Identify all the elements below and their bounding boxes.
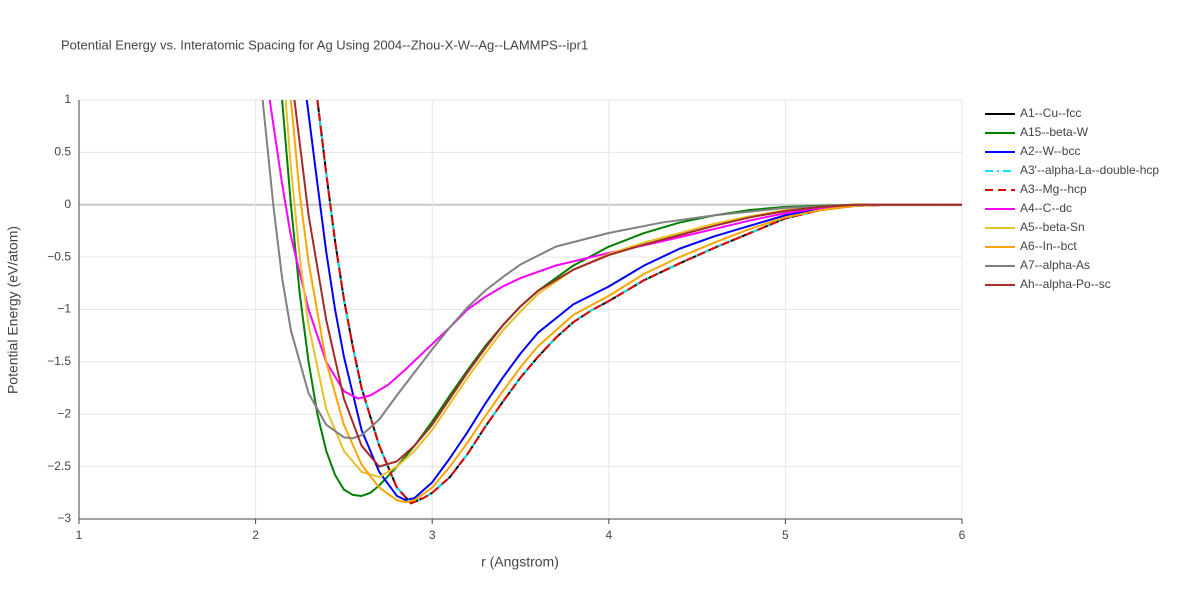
- legend-label[interactable]: A3--Mg--hcp: [1020, 182, 1087, 196]
- legend-label[interactable]: A3'--alpha-La--double-hcp: [1020, 163, 1159, 177]
- y-tick-label: −0.5: [47, 249, 71, 263]
- legend: A1--Cu--fcc A15--beta-W A2--W--bcc A3'--alp…: [985, 106, 1159, 291]
- legend-label[interactable]: A7--alpha-As: [1020, 258, 1090, 272]
- y-tick-label: −1: [57, 302, 71, 316]
- legend-label[interactable]: Ah--alpha-Po--sc: [1020, 277, 1111, 291]
- y-axis-title: Potential Energy (eV/atom): [5, 226, 21, 394]
- grid: 1 0.5 0 −0.5 −1 −1.5 −2 −2.5 −3 1 2 3 4 5 6: [47, 92, 965, 542]
- series-line: [289, 100, 962, 504]
- series-line: [293, 100, 962, 468]
- x-tick-label: 4: [605, 528, 612, 542]
- plot-area: [261, 100, 962, 505]
- y-tick-label: −3: [57, 511, 71, 525]
- y-tick-label: 1: [64, 92, 71, 106]
- y-tick-label: −2: [57, 406, 71, 420]
- series-line: [281, 100, 962, 497]
- x-tick-label: 5: [782, 528, 789, 542]
- legend-label[interactable]: A6--In--bct: [1020, 239, 1077, 253]
- x-tick-label: 1: [76, 528, 83, 542]
- series-line: [316, 100, 962, 505]
- series-line: [305, 100, 962, 502]
- series-line: [316, 100, 962, 505]
- chart-title: Potential Energy vs. Interatomic Spacing…: [61, 37, 588, 52]
- legend-label[interactable]: A5--beta-Sn: [1020, 220, 1085, 234]
- y-tick-label: 0: [64, 197, 71, 211]
- x-tick-label: 2: [252, 528, 259, 542]
- series-line: [261, 100, 962, 440]
- x-tick-label: 3: [429, 528, 436, 542]
- legend-label[interactable]: A4--C--dc: [1020, 201, 1072, 215]
- y-tick-label: −2.5: [47, 459, 71, 473]
- series-line: [284, 100, 962, 479]
- series-line: [268, 100, 962, 400]
- y-tick-label: −1.5: [47, 354, 71, 368]
- legend-label[interactable]: A2--W--bcc: [1020, 144, 1080, 158]
- y-tick-label: 0.5: [54, 145, 71, 159]
- legend-label[interactable]: A1--Cu--fcc: [1020, 106, 1081, 120]
- legend-label[interactable]: A15--beta-W: [1020, 125, 1089, 139]
- x-axis-title: r (Angstrom): [481, 554, 559, 570]
- x-tick-label: 6: [959, 528, 966, 542]
- series-line: [316, 100, 962, 505]
